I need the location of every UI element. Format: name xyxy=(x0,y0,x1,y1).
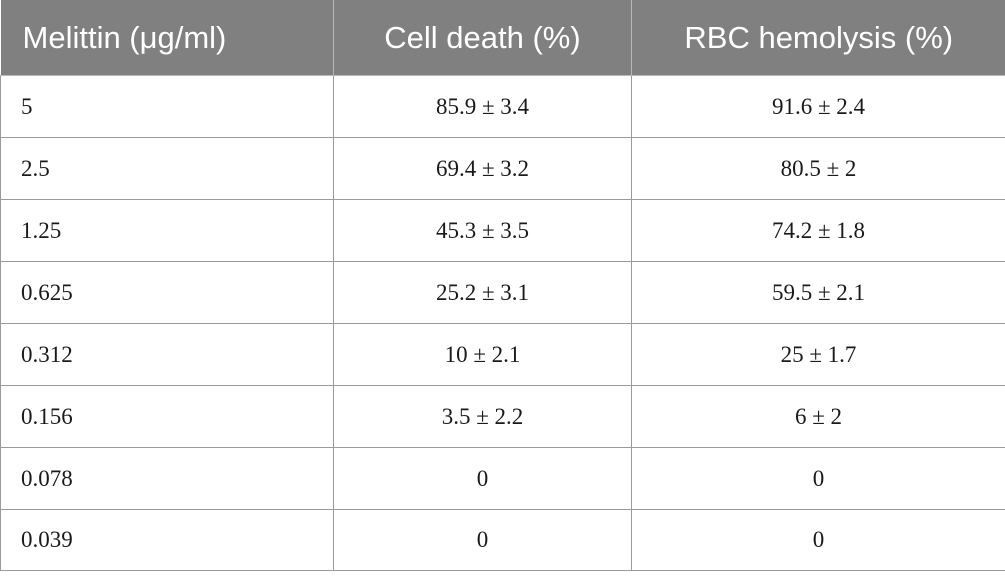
cell-cell-death: 0 xyxy=(333,509,632,571)
cell-concentration: 2.5 xyxy=(0,137,334,200)
header-cell-death: Cell death (%) xyxy=(333,0,632,76)
cell-cell-death: 0 xyxy=(333,447,632,510)
cell-concentration: 1.25 xyxy=(0,199,334,262)
cell-rbc-hemolysis: 0 xyxy=(631,509,1005,571)
table-row: 0.039 0 0 xyxy=(0,509,1005,571)
cell-rbc-hemolysis: 25 ± 1.7 xyxy=(631,323,1005,386)
melittin-results-table: Melittin (μg/ml) Cell death (%) RBC hemo… xyxy=(0,0,1005,571)
table-row: 0.156 3.5 ± 2.2 6 ± 2 xyxy=(0,385,1005,448)
cell-concentration: 0.039 xyxy=(0,509,334,571)
table-header: Melittin (μg/ml) Cell death (%) RBC hemo… xyxy=(0,0,1005,76)
table-row: 1.25 45.3 ± 3.5 74.2 ± 1.8 xyxy=(0,199,1005,262)
cell-rbc-hemolysis: 91.6 ± 2.4 xyxy=(631,75,1005,138)
table-row: 2.5 69.4 ± 3.2 80.5 ± 2 xyxy=(0,137,1005,200)
header-melittin-concentration: Melittin (μg/ml) xyxy=(0,0,334,76)
cell-cell-death: 25.2 ± 3.1 xyxy=(333,261,632,324)
cell-cell-death: 69.4 ± 3.2 xyxy=(333,137,632,200)
cell-rbc-hemolysis: 0 xyxy=(631,447,1005,510)
table-row: 0.625 25.2 ± 3.1 59.5 ± 2.1 xyxy=(0,261,1005,324)
cell-rbc-hemolysis: 59.5 ± 2.1 xyxy=(631,261,1005,324)
cell-cell-death: 45.3 ± 3.5 xyxy=(333,199,632,262)
cell-concentration: 0.156 xyxy=(0,385,334,448)
cell-concentration: 0.312 xyxy=(0,323,334,386)
cell-concentration: 0.078 xyxy=(0,447,334,510)
cell-rbc-hemolysis: 74.2 ± 1.8 xyxy=(631,199,1005,262)
cell-cell-death: 85.9 ± 3.4 xyxy=(333,75,632,138)
cell-rbc-hemolysis: 80.5 ± 2 xyxy=(631,137,1005,200)
cell-cell-death: 10 ± 2.1 xyxy=(333,323,632,386)
cell-concentration: 0.625 xyxy=(0,261,334,324)
header-row: Melittin (μg/ml) Cell death (%) RBC hemo… xyxy=(0,0,1005,76)
cell-rbc-hemolysis: 6 ± 2 xyxy=(631,385,1005,448)
header-rbc-hemolysis: RBC hemolysis (%) xyxy=(631,0,1005,76)
table-row: 5 85.9 ± 3.4 91.6 ± 2.4 xyxy=(0,75,1005,138)
table-body: 5 85.9 ± 3.4 91.6 ± 2.4 2.5 69.4 ± 3.2 8… xyxy=(0,75,1005,571)
table-row: 0.312 10 ± 2.1 25 ± 1.7 xyxy=(0,323,1005,386)
cell-concentration: 5 xyxy=(0,75,334,138)
cell-cell-death: 3.5 ± 2.2 xyxy=(333,385,632,448)
table-row: 0.078 0 0 xyxy=(0,447,1005,510)
